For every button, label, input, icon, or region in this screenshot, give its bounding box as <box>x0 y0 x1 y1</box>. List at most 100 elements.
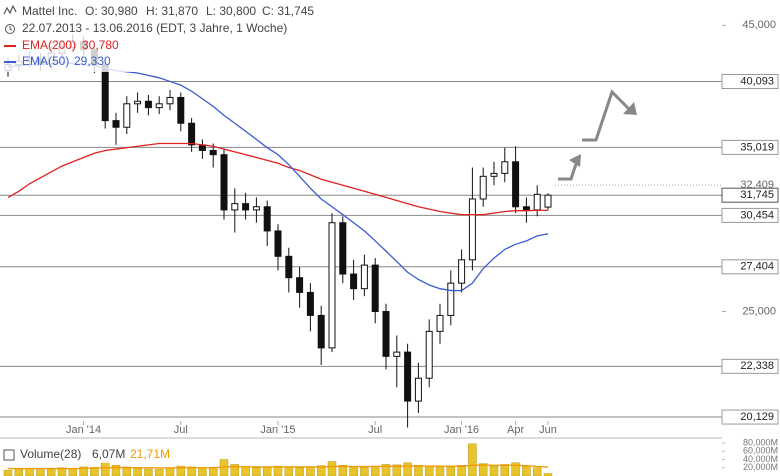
volume-bar <box>57 467 67 476</box>
level-label-box <box>721 187 779 203</box>
volume-tick-label: 40,000M <box>743 454 778 464</box>
candle-body <box>447 282 455 316</box>
volume-legend-value: 6,07M <box>92 447 125 461</box>
x-tick-label: Apr <box>507 424 524 436</box>
candle-body <box>490 172 498 177</box>
volume-bar <box>435 466 445 476</box>
x-tick-label: Jul <box>174 424 188 436</box>
ema-line <box>7 142 549 216</box>
level-label: 20,129 <box>740 411 774 423</box>
candle-body <box>382 311 390 357</box>
volume-bar <box>36 469 45 476</box>
volume-bar <box>154 469 164 476</box>
volume-bar <box>414 465 423 476</box>
level-label-box <box>721 74 779 90</box>
plot-area: 45,00025,00040,09335,01932,40931,74530,4… <box>0 19 779 439</box>
candle-body <box>414 377 422 402</box>
volume-bar <box>468 443 477 476</box>
candle-body <box>220 154 228 211</box>
candle-body <box>512 161 520 208</box>
level-label: 30,454 <box>740 209 774 221</box>
quote-open: O: 30,980 <box>85 4 138 18</box>
candle-body <box>436 314 444 332</box>
x-tick-label: Jan '14 <box>66 424 101 436</box>
level-label-box <box>721 358 779 374</box>
volume-bar <box>14 469 24 476</box>
candle-body <box>285 255 293 279</box>
level-label-box <box>721 409 779 425</box>
level-label-box <box>721 207 779 223</box>
candle-body <box>522 206 530 211</box>
volume-bar <box>532 467 542 476</box>
volume-bar <box>306 466 315 476</box>
clock-hands <box>9 26 13 31</box>
volume-bar <box>327 461 337 476</box>
volume-bar <box>46 468 56 476</box>
volume-bar <box>489 465 499 476</box>
candle-body <box>339 222 347 275</box>
volume-bar <box>381 464 391 476</box>
candle-body <box>479 175 487 200</box>
chart-icon <box>3 4 17 15</box>
volume-icon <box>3 449 15 461</box>
volume-bar <box>133 468 142 476</box>
volume-bar <box>360 467 369 476</box>
volume-bar <box>25 468 34 476</box>
volume-bar <box>208 467 218 476</box>
level-label-box <box>721 259 779 275</box>
chart-subtitle: 22.07.2013 - 13.06.2016 (EDT, 3 Jahre, 1… <box>22 21 287 35</box>
volume-bar <box>252 467 261 476</box>
candle-body <box>306 291 314 316</box>
volume-bar <box>198 467 207 476</box>
volume-bar <box>273 465 283 476</box>
quote-low: L: 30,800 <box>206 4 256 18</box>
volume-bar <box>424 465 434 476</box>
clock-icon <box>5 24 15 34</box>
candle-body <box>209 149 217 156</box>
volume-bar <box>478 463 488 476</box>
candle-body <box>134 100 142 105</box>
volume-bar <box>316 465 326 476</box>
volume-bar <box>403 462 412 476</box>
candle-body <box>458 259 466 284</box>
quote-high: H: 31,870 <box>146 4 198 18</box>
quote-close: C: 31,745 <box>262 4 314 18</box>
legend-label: EMA(50) <box>22 54 69 68</box>
candle-body <box>393 351 401 357</box>
candle-body <box>252 206 260 211</box>
candle-body <box>468 198 476 261</box>
legend-value: 29,330 <box>74 54 111 68</box>
volume-tick-label: 20,000M <box>743 462 778 472</box>
legend-background <box>0 0 300 72</box>
candle-body <box>544 194 552 208</box>
volume-ema-line <box>8 464 549 470</box>
candle-body <box>296 277 304 293</box>
level-label: 40,093 <box>740 75 774 87</box>
arrow-small <box>558 160 579 181</box>
candle-body <box>123 103 131 128</box>
candle-body <box>425 330 433 379</box>
legend-label: EMA(200) <box>22 38 76 52</box>
x-tick-label: Jul <box>368 424 382 436</box>
candle-body <box>360 264 368 290</box>
arrowhead-large <box>623 102 637 115</box>
candle-body <box>317 314 325 349</box>
x-tick-label: Jun <box>539 424 557 436</box>
candle-body <box>263 206 271 232</box>
candle-body <box>274 230 282 257</box>
volume-bar <box>3 469 13 476</box>
candle-body <box>144 100 152 109</box>
volume-bar <box>446 466 456 476</box>
candle-body <box>404 351 412 402</box>
volume-bar <box>144 468 153 476</box>
candle-body <box>188 122 196 146</box>
y-tick-label: 45,000 <box>742 19 776 31</box>
volume-bar <box>68 468 78 476</box>
arrow-large <box>582 89 632 142</box>
volume-bar <box>122 466 132 476</box>
level-label-box <box>721 139 779 155</box>
candle-body <box>155 103 163 109</box>
volume-bar <box>176 465 186 476</box>
candle-body <box>231 203 239 211</box>
